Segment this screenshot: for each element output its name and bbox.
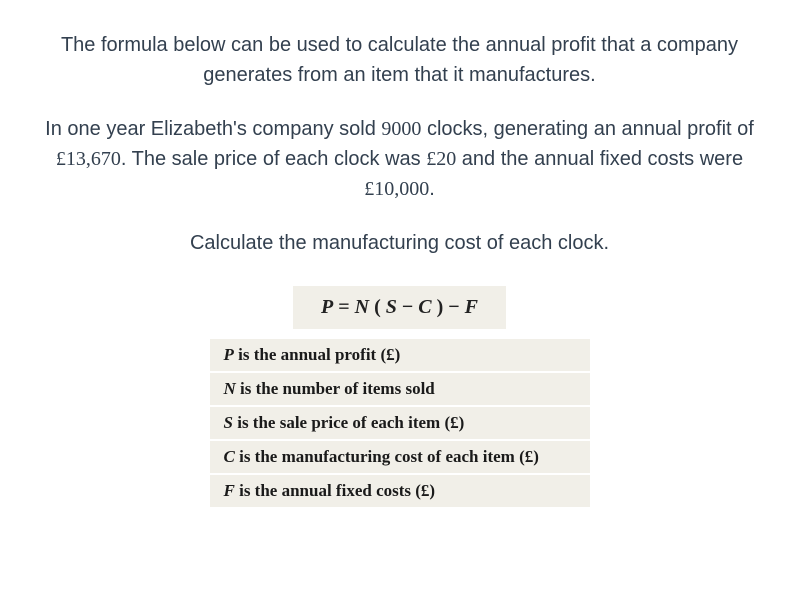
legend-row: C is the manufacturing cost of each item… bbox=[210, 441, 590, 473]
intro-text: The formula below can be used to calcula… bbox=[61, 34, 738, 86]
scenario-text-d: and the annual fixed costs were bbox=[456, 148, 743, 170]
intro-paragraph: The formula below can be used to calcula… bbox=[20, 30, 779, 90]
legend-var: F bbox=[224, 481, 235, 500]
legend-text: is the number of items sold bbox=[236, 379, 435, 398]
formula-n: N bbox=[355, 296, 369, 318]
legend-var: P bbox=[224, 345, 234, 364]
formula-minus1: − bbox=[397, 296, 418, 318]
scenario-text-b: clocks, generating an annual profit of bbox=[421, 118, 753, 140]
legend-text: is the annual fixed costs (£) bbox=[235, 481, 435, 500]
legend-row: F is the annual fixed costs (£) bbox=[210, 475, 590, 507]
legend-text: is the annual profit (£) bbox=[234, 345, 400, 364]
formula-p: P bbox=[321, 296, 333, 318]
number-price: £20 bbox=[426, 148, 456, 170]
formula-lparen: ( bbox=[369, 296, 386, 318]
number-sold: 9000 bbox=[381, 118, 421, 140]
formula-box: P = N ( S − C ) − F bbox=[293, 286, 506, 329]
number-profit: £13,670 bbox=[56, 148, 121, 170]
formula-eq: = bbox=[333, 296, 354, 318]
formula-s: S bbox=[386, 296, 397, 318]
scenario-paragraph: In one year Elizabeth's company sold 900… bbox=[20, 114, 779, 204]
question-text: Calculate the manufacturing cost of each… bbox=[190, 232, 609, 254]
scenario-text-a: In one year Elizabeth's company sold bbox=[45, 118, 381, 140]
legend-row: N is the number of items sold bbox=[210, 373, 590, 405]
legend-var: N bbox=[224, 379, 236, 398]
legend-row: S is the sale price of each item (£) bbox=[210, 407, 590, 439]
legend-var: S bbox=[224, 413, 233, 432]
question-paragraph: Calculate the manufacturing cost of each… bbox=[190, 228, 609, 258]
scenario-text-e: . bbox=[429, 178, 435, 200]
legend-text: is the sale price of each item (£) bbox=[233, 413, 464, 432]
legend-var: C bbox=[224, 447, 235, 466]
legend-row: P is the annual profit (£) bbox=[210, 339, 590, 371]
legend-table: P is the annual profit (£) N is the numb… bbox=[210, 339, 590, 507]
formula-rparen-minus: ) − bbox=[432, 296, 465, 318]
scenario-text-c: . The sale price of each clock was bbox=[121, 148, 426, 170]
formula-c: C bbox=[418, 296, 431, 318]
legend-text: is the manufacturing cost of each item (… bbox=[235, 447, 539, 466]
number-fixed: £10,000 bbox=[364, 178, 429, 200]
formula-f: F bbox=[465, 296, 478, 318]
